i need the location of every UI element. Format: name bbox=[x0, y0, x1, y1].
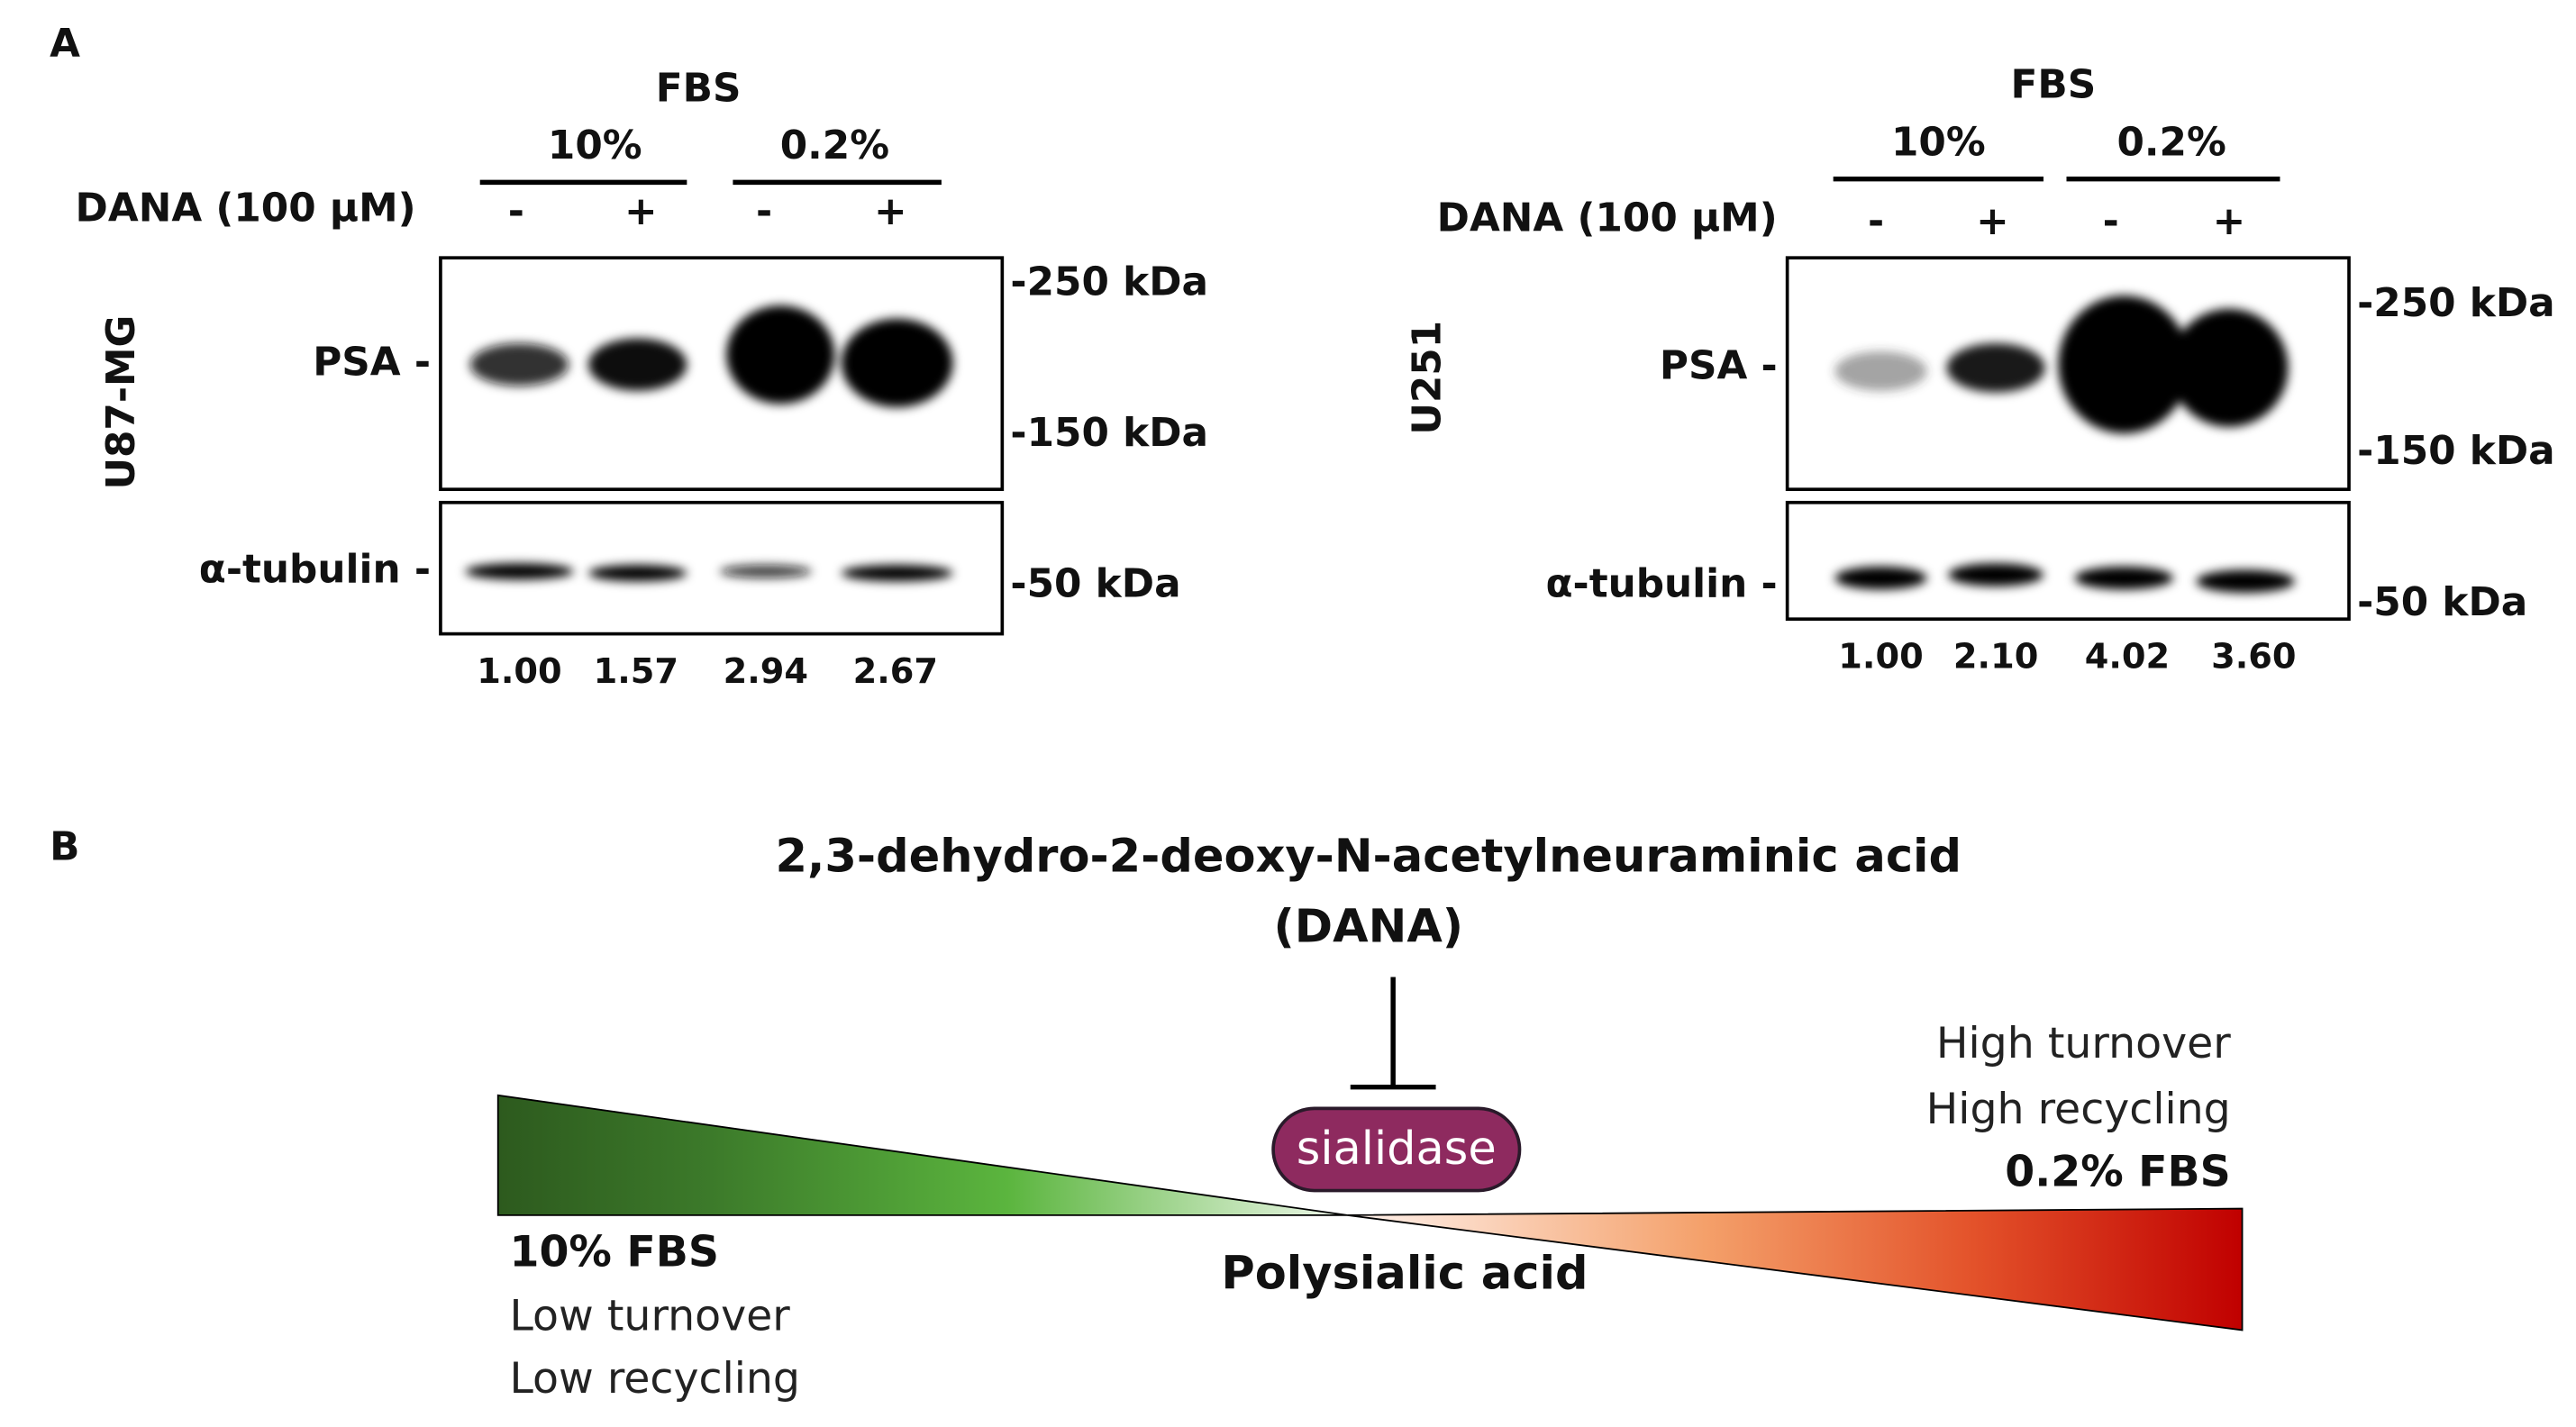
panel-label: A bbox=[50, 21, 80, 67]
condition: 0.2% bbox=[2117, 119, 2226, 165]
cell-line: U251 bbox=[1404, 321, 1450, 435]
condition: 10% bbox=[1891, 119, 1986, 165]
quantification: 2.67 bbox=[853, 651, 938, 692]
band-label: PSA - bbox=[313, 340, 431, 386]
quantification: 1.57 bbox=[594, 651, 678, 692]
inhibitor: (DANA) bbox=[1273, 901, 1463, 954]
band-label: PSA - bbox=[1660, 342, 1778, 388]
quantification: 1.00 bbox=[477, 651, 561, 692]
note: Low turnover bbox=[510, 1292, 791, 1341]
sign: + bbox=[2213, 198, 2246, 244]
bands bbox=[465, 305, 953, 582]
enzyme: sialidase bbox=[1297, 1123, 1497, 1176]
treatment-label: DANA (100 μM) bbox=[1437, 195, 1778, 241]
enzyme-pill bbox=[1271, 1106, 1522, 1193]
gradient-wedge bbox=[1347, 1207, 2244, 1332]
condition: 0.2% FBS bbox=[2005, 1147, 2230, 1196]
sign: - bbox=[756, 188, 772, 234]
sign: - bbox=[1868, 198, 1884, 244]
quantification: 2.10 bbox=[1953, 636, 2038, 677]
band-label: α-tubulin - bbox=[1546, 561, 1778, 607]
panel-label: B bbox=[50, 823, 79, 869]
marker: -250 kDa bbox=[1010, 259, 1208, 304]
quantification: 4.02 bbox=[2085, 636, 2170, 677]
condition: 10% bbox=[548, 123, 642, 168]
note: High recycling bbox=[1926, 1085, 2231, 1134]
sign: - bbox=[508, 188, 524, 234]
marker: -50 kDa bbox=[2357, 579, 2527, 625]
quantification: 1.00 bbox=[1838, 636, 1923, 677]
marker: -150 kDa bbox=[2357, 428, 2555, 474]
inhibitor: 2,3-dehydro-2-deoxy-N-acetylneuraminic a… bbox=[776, 830, 1962, 883]
sign: - bbox=[2103, 198, 2119, 244]
sign: + bbox=[1976, 198, 2009, 244]
fbs-label: FBS bbox=[656, 65, 742, 111]
note: High turnover bbox=[1936, 1019, 2231, 1068]
quantification: 3.60 bbox=[2211, 636, 2296, 677]
condition: 10% FBS bbox=[510, 1228, 719, 1277]
note: Low recycling bbox=[510, 1354, 800, 1404]
sign: + bbox=[624, 188, 658, 234]
substrate: Polysialic acid bbox=[1221, 1247, 1588, 1300]
cell-line: U87-MG bbox=[98, 315, 144, 490]
band-label: α-tubulin - bbox=[199, 546, 431, 592]
quantification: 2.94 bbox=[724, 651, 808, 692]
blot-box bbox=[1785, 500, 2351, 622]
gradient-wedge bbox=[496, 1094, 1348, 1216]
condition: 0.2% bbox=[780, 123, 889, 168]
bands bbox=[1834, 295, 2295, 594]
sign: + bbox=[874, 188, 907, 234]
fbs-label: FBS bbox=[2011, 62, 2097, 108]
marker: -50 kDa bbox=[1010, 561, 1180, 607]
marker: -150 kDa bbox=[1010, 410, 1208, 456]
treatment-label: DANA (100 μM) bbox=[76, 185, 416, 231]
marker: -250 kDa bbox=[2357, 280, 2555, 326]
